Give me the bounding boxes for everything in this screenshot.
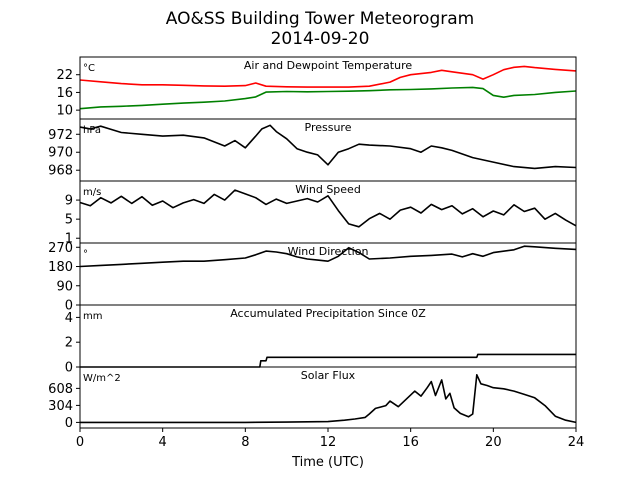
panel-5-ytick-label: 608 <box>48 382 73 397</box>
panel-5-ytick-label: 0 <box>65 416 73 431</box>
panel-2-title: Wind Speed <box>295 183 361 196</box>
x-tick-label: 16 <box>402 435 419 450</box>
panel-1-series-0 <box>79 124 577 170</box>
panel-4-ytick-label: 0 <box>65 361 73 376</box>
panel-3-ytick-label: 0 <box>65 299 73 314</box>
panel-0: 10 16 22 °C Air and Dewpoint Temperature <box>56 56 577 120</box>
panel-2-ytick-label: 9 <box>65 194 73 209</box>
panel-1: 968 970 972 hPa Pressure <box>48 118 577 182</box>
panel-3: 0 90 180 270 ° Wind Direction <box>48 241 577 314</box>
panel-1-ytick-label: 972 <box>48 128 73 143</box>
panel-5: 0 304 608 W/m^2 Solar Flux <box>48 366 577 431</box>
panel-4: 0 2 4 mm Accumulated Precipitation Since 0Z <box>65 304 577 376</box>
panel-5-ytick-label: 304 <box>48 399 73 414</box>
panel-0-ytick-label: 22 <box>56 68 73 83</box>
x-axis-label: Time (UTC) <box>291 455 364 470</box>
panel-4-series-0 <box>80 353 576 368</box>
x-tick-label: 24 <box>568 435 585 450</box>
panel-1-unit: hPa <box>83 125 101 136</box>
figure-title-line-1: AO&SS Building Tower Meteorogram <box>166 9 474 29</box>
panel-4-ytick-label: 4 <box>65 311 73 326</box>
panel-3-ytick-label: 90 <box>56 279 73 294</box>
panel-3-ytick-label: 180 <box>48 260 73 275</box>
panel-2-unit: m/s <box>83 187 101 198</box>
panel-3-ytick-label: 270 <box>48 241 73 256</box>
panel-5-unit: W/m^2 <box>83 373 121 384</box>
panel-5-series-0 <box>80 373 577 424</box>
panel-1-ytick-label: 970 <box>48 146 73 161</box>
panel-1-ytick-label: 968 <box>48 164 73 179</box>
panel-1-title: Pressure <box>305 121 352 134</box>
x-tick-label: 8 <box>241 435 249 450</box>
panel-4-title: Accumulated Precipitation Since 0Z <box>230 307 426 320</box>
panel-0-series-0 <box>79 65 577 88</box>
panel-3-title: Wind Direction <box>288 245 369 258</box>
panel-5-title: Solar Flux <box>301 369 356 382</box>
x-tick-label: 12 <box>320 435 337 450</box>
panel-0-unit: °C <box>83 63 95 74</box>
x-axis: 0 4 8 12 16 20 24 <box>76 428 584 450</box>
panel-4-unit: mm <box>83 311 102 322</box>
x-tick-label: 20 <box>485 435 502 450</box>
panel-2-series-0 <box>79 189 577 228</box>
figure-title-line-2: 2014-09-20 <box>271 29 370 49</box>
panel-2-ytick-label: 1 <box>65 232 73 247</box>
panel-4-ytick-label: 2 <box>65 336 73 351</box>
panel-3-series-0 <box>79 245 577 268</box>
x-tick-label: 0 <box>76 435 84 450</box>
panel-3-unit: ° <box>83 249 88 260</box>
x-tick-label: 4 <box>159 435 167 450</box>
panel-0-ytick-label: 16 <box>56 86 73 101</box>
panel-0-ytick-label: 10 <box>56 104 73 119</box>
panel-0-series-1 <box>79 86 577 110</box>
panel-2: 1 5 9 m/s Wind Speed <box>65 180 577 247</box>
panel-0-title: Air and Dewpoint Temperature <box>244 59 412 72</box>
panel-2-ytick-label: 5 <box>65 213 73 228</box>
